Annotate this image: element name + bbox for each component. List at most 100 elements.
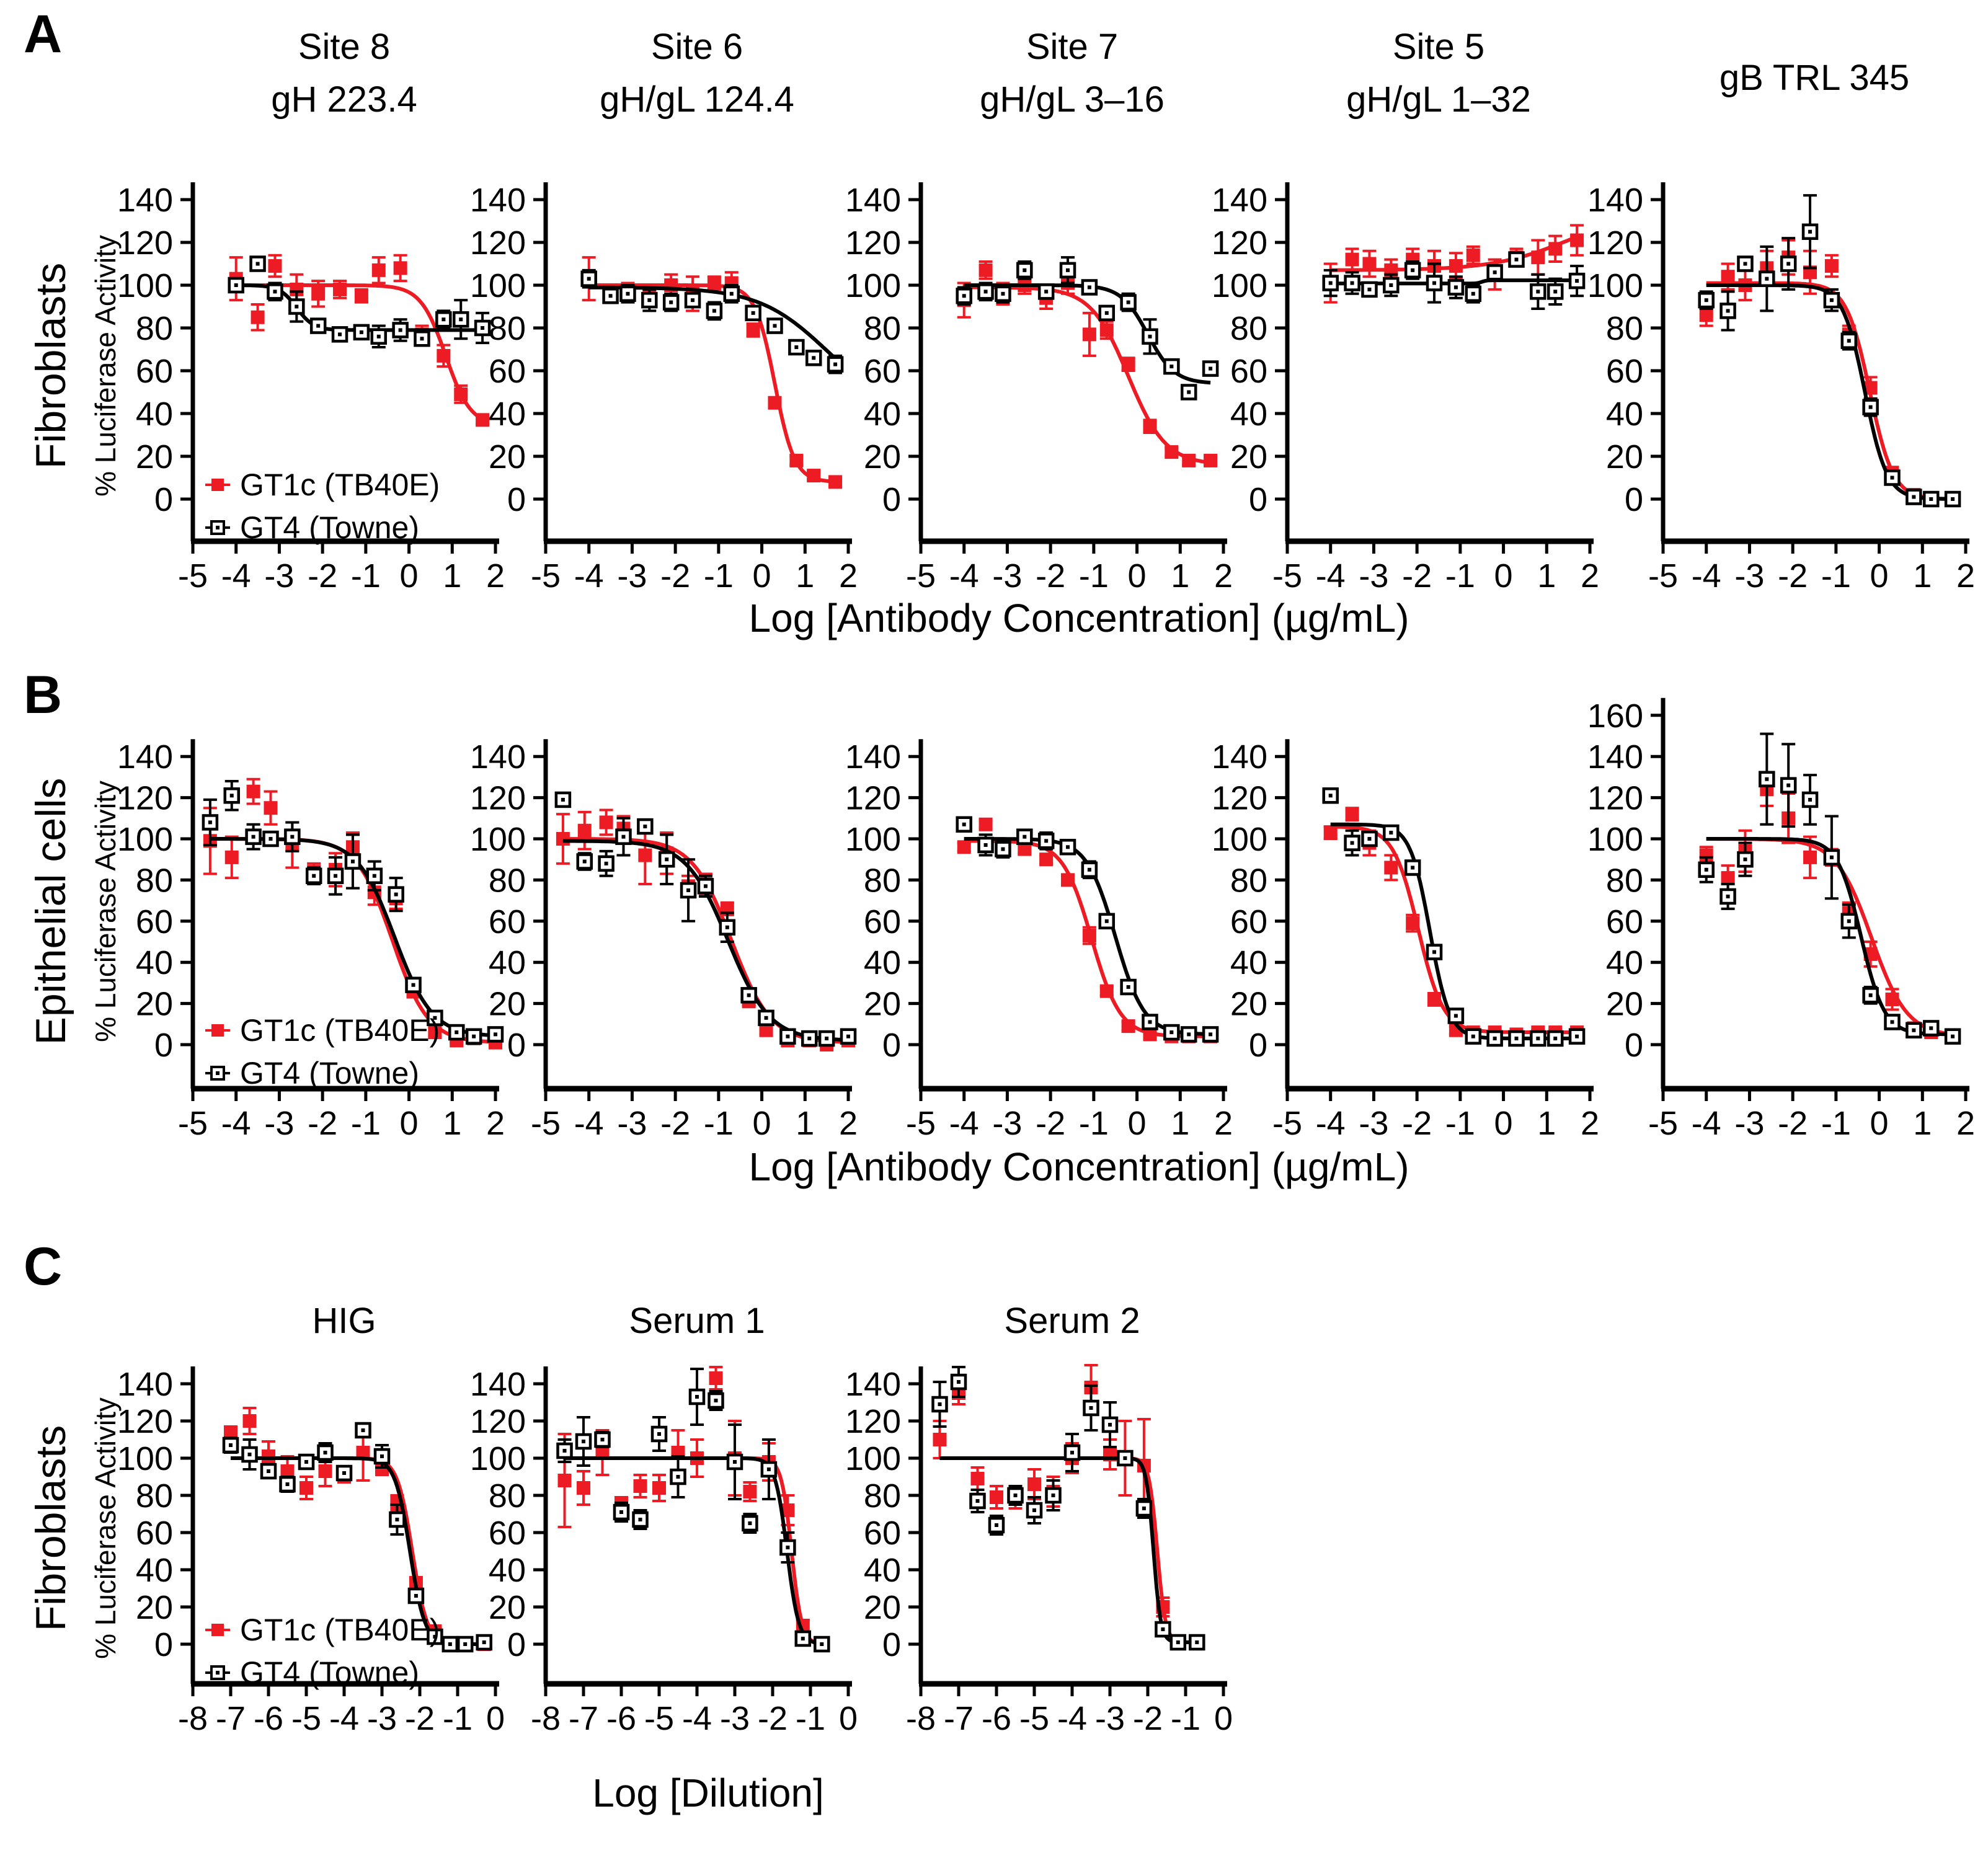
legend-label: GT4 (Towne) — [240, 1056, 419, 1091]
svg-text:0: 0 — [1249, 1027, 1267, 1064]
data-point — [599, 815, 613, 830]
svg-text:20: 20 — [136, 986, 173, 1023]
data-point — [781, 1503, 795, 1517]
data-point — [280, 1464, 295, 1478]
svg-text:-8: -8 — [906, 1700, 936, 1737]
svg-text:100: 100 — [470, 267, 526, 304]
svg-text:-4: -4 — [1316, 557, 1346, 595]
series-gt4 — [556, 1368, 830, 1653]
y-axis-label-row-c: % Luciferase Activity — [89, 1397, 122, 1659]
svg-text:20: 20 — [864, 438, 901, 476]
svg-text:-1: -1 — [443, 1700, 473, 1737]
svg-text:0: 0 — [882, 1027, 901, 1064]
svg-text:-2: -2 — [308, 1105, 337, 1142]
svg-text:0: 0 — [753, 1105, 771, 1142]
series-gt4 — [1698, 194, 1961, 508]
data-point — [1027, 1477, 1041, 1491]
svg-text:-1: -1 — [1445, 1105, 1475, 1142]
data-point — [1721, 871, 1735, 885]
series-gt1c — [203, 777, 502, 1050]
svg-text:80: 80 — [1606, 310, 1643, 347]
svg-text:Serum 2: Serum 2 — [1004, 1301, 1140, 1341]
data-point — [246, 784, 260, 799]
svg-text:40: 40 — [864, 944, 901, 981]
data-point — [1082, 929, 1096, 943]
svg-text:40: 40 — [489, 944, 526, 981]
svg-text:20: 20 — [1606, 438, 1643, 476]
data-point — [1121, 357, 1135, 371]
data-point — [933, 1433, 947, 1446]
svg-text:60: 60 — [489, 353, 526, 390]
svg-text:2: 2 — [1956, 1105, 1975, 1142]
svg-text:120: 120 — [117, 1403, 173, 1440]
svg-text:1: 1 — [1537, 1105, 1556, 1142]
svg-text:140: 140 — [470, 182, 526, 219]
data-point — [759, 1023, 773, 1037]
svg-text:0: 0 — [1494, 557, 1513, 595]
svg-text:100: 100 — [1212, 267, 1267, 304]
fit-curve — [1706, 283, 1953, 501]
svg-text:0: 0 — [1870, 1105, 1889, 1142]
svg-text:140: 140 — [845, 182, 901, 219]
series-gt4 — [1322, 787, 1586, 1047]
svg-text:2: 2 — [486, 1105, 505, 1142]
svg-text:120: 120 — [470, 224, 526, 262]
legend: GT1c (TB40E) GT4 (Towne) — [205, 1013, 440, 1091]
svg-text:-6: -6 — [254, 1700, 283, 1737]
svg-text:20: 20 — [489, 1589, 526, 1626]
svg-text:-4: -4 — [221, 1105, 251, 1142]
data-point — [1039, 852, 1054, 867]
svg-text:-5: -5 — [1272, 1105, 1302, 1142]
svg-text:-7: -7 — [569, 1700, 598, 1737]
data-point — [1345, 807, 1359, 821]
svg-text:100: 100 — [1587, 821, 1643, 858]
svg-text:-4: -4 — [1692, 557, 1721, 595]
svg-text:40: 40 — [136, 396, 173, 433]
svg-text:40: 40 — [489, 1552, 526, 1589]
svg-text:-1: -1 — [1445, 557, 1475, 595]
data-point — [268, 259, 282, 273]
data-point — [1345, 252, 1359, 267]
svg-text:80: 80 — [136, 310, 173, 347]
svg-text:-5: -5 — [906, 1105, 936, 1142]
legend-marker-filled-square — [211, 1624, 224, 1636]
svg-text:-6: -6 — [606, 1700, 636, 1737]
data-point — [1018, 842, 1032, 856]
data-point — [1323, 826, 1338, 840]
svg-text:-2: -2 — [1133, 1700, 1163, 1737]
svg-text:100: 100 — [117, 267, 173, 304]
svg-text:Site 6: Site 6 — [651, 27, 743, 67]
data-point — [311, 286, 326, 301]
svg-text:120: 120 — [470, 1403, 526, 1440]
data-point — [1121, 1019, 1135, 1033]
data-point — [1449, 259, 1463, 273]
svg-text:-3: -3 — [1359, 1105, 1388, 1142]
data-point — [251, 310, 265, 324]
svg-text:-5: -5 — [1019, 1700, 1049, 1737]
legend-label: GT4 (Towne) — [240, 1655, 419, 1690]
svg-text:120: 120 — [1587, 224, 1643, 262]
series-gt4 — [228, 255, 491, 349]
svg-text:120: 120 — [845, 1403, 901, 1440]
series-gt4 — [1698, 732, 1961, 1045]
data-point — [264, 801, 278, 815]
svg-text:-5: -5 — [531, 557, 561, 595]
svg-text:140: 140 — [1587, 182, 1643, 219]
svg-text:60: 60 — [489, 1515, 526, 1552]
svg-text:2: 2 — [1214, 557, 1233, 595]
svg-text:gH 223.4: gH 223.4 — [271, 79, 417, 120]
svg-text:80: 80 — [489, 1477, 526, 1515]
svg-text:60: 60 — [864, 903, 901, 940]
x-axis-label-row-a: Log [Antibody Concentration] (µg/mL) — [748, 596, 1409, 640]
svg-text:-1: -1 — [1079, 557, 1109, 595]
svg-text:-2: -2 — [1778, 557, 1808, 595]
svg-text:40: 40 — [136, 1552, 173, 1589]
svg-text:-3: -3 — [367, 1700, 397, 1737]
legend-label: GT4 (Towne) — [240, 510, 419, 545]
